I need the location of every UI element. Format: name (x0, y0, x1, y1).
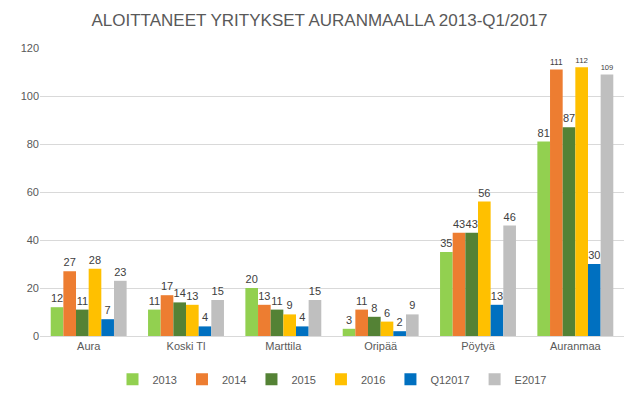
svg-text:40: 40 (27, 234, 39, 246)
svg-text:2: 2 (397, 316, 403, 328)
svg-text:Koski Tl: Koski Tl (167, 340, 206, 352)
svg-text:Auranmaa: Auranmaa (550, 340, 602, 352)
svg-text:0: 0 (33, 330, 39, 342)
svg-text:23: 23 (114, 266, 126, 278)
svg-text:Aura: Aura (77, 340, 101, 352)
svg-text:56: 56 (478, 187, 490, 199)
svg-text:43: 43 (453, 218, 465, 230)
svg-text:43: 43 (466, 218, 478, 230)
svg-text:12: 12 (51, 292, 63, 304)
svg-text:13: 13 (186, 290, 198, 302)
svg-text:7: 7 (105, 304, 111, 316)
svg-text:Marttila: Marttila (265, 340, 302, 352)
svg-text:4: 4 (202, 311, 208, 323)
svg-text:11: 11 (271, 295, 282, 307)
svg-text:15: 15 (212, 285, 224, 297)
svg-text:112: 112 (575, 56, 588, 65)
svg-text:2015: 2015 (291, 374, 315, 386)
svg-text:14: 14 (174, 287, 186, 299)
svg-text:13: 13 (491, 290, 503, 302)
svg-text:109: 109 (601, 63, 614, 72)
svg-text:Q12017: Q12017 (430, 374, 469, 386)
svg-text:81: 81 (538, 127, 550, 139)
svg-text:Oripää: Oripää (364, 340, 398, 352)
svg-text:11: 11 (77, 295, 88, 307)
svg-text:28: 28 (89, 254, 101, 266)
svg-text:15: 15 (309, 285, 321, 297)
svg-text:2014: 2014 (222, 374, 246, 386)
svg-text:E2017: E2017 (515, 374, 547, 386)
svg-text:4: 4 (299, 311, 305, 323)
svg-text:13: 13 (258, 290, 270, 302)
svg-text:111: 111 (550, 57, 563, 67)
svg-text:9: 9 (409, 299, 415, 311)
svg-text:80: 80 (27, 138, 39, 150)
svg-text:ALOITTANEET YRITYKSET AURANMAA: ALOITTANEET YRITYKSET AURANMAALLA 2013-Q… (91, 11, 547, 30)
svg-text:35: 35 (440, 237, 452, 249)
svg-text:Pöytyä: Pöytyä (461, 340, 496, 352)
svg-text:100: 100 (21, 90, 39, 102)
svg-text:11: 11 (149, 295, 160, 307)
svg-text:6: 6 (384, 307, 390, 319)
svg-text:20: 20 (246, 273, 258, 285)
svg-text:60: 60 (27, 186, 39, 198)
svg-text:46: 46 (504, 211, 516, 223)
svg-text:11: 11 (356, 295, 367, 307)
svg-text:17: 17 (161, 280, 173, 292)
svg-text:30: 30 (588, 249, 600, 261)
svg-text:2016: 2016 (361, 374, 385, 386)
svg-text:2013: 2013 (153, 374, 177, 386)
svg-text:87: 87 (563, 112, 575, 124)
svg-text:120: 120 (21, 42, 39, 54)
svg-text:8: 8 (371, 302, 377, 314)
svg-text:27: 27 (64, 256, 76, 268)
svg-text:9: 9 (287, 299, 293, 311)
svg-text:3: 3 (346, 314, 352, 326)
svg-text:20: 20 (27, 282, 39, 294)
